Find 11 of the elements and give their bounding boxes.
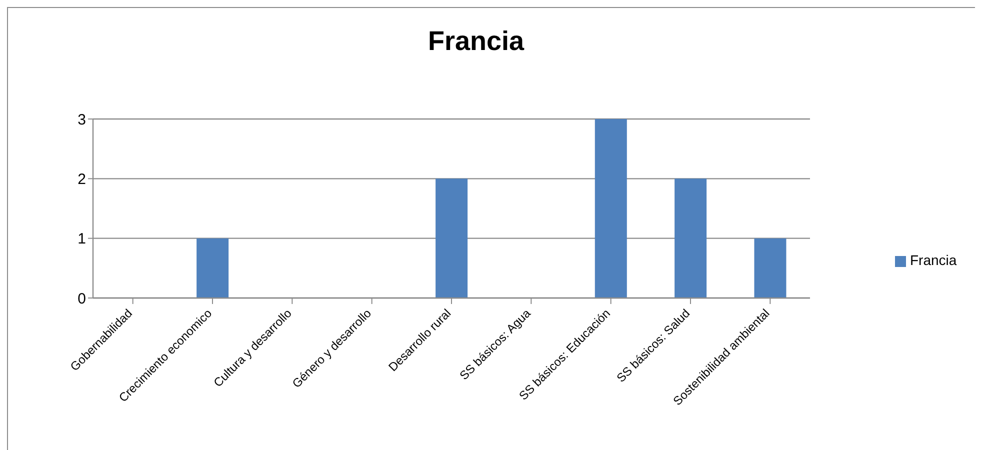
legend-label: Francia xyxy=(910,252,957,268)
y-tick-label: 2 xyxy=(78,170,86,188)
bar xyxy=(754,238,786,298)
bar xyxy=(594,119,627,298)
y-tick-label: 1 xyxy=(78,230,86,248)
bar xyxy=(436,178,468,298)
y-tick-label: 3 xyxy=(78,111,86,128)
y-tick-label: 0 xyxy=(78,290,86,308)
chart-title: Francia xyxy=(426,26,526,57)
bar xyxy=(196,238,229,298)
bar xyxy=(674,178,707,298)
